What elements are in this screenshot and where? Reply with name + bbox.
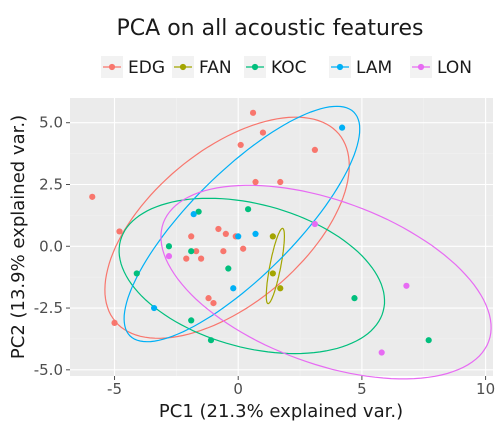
legend-label: FAN — [199, 58, 232, 78]
point-koc — [195, 208, 202, 215]
point-edg — [116, 228, 123, 235]
point-koc — [188, 317, 195, 324]
x-tick-label: 0 — [233, 380, 243, 398]
y-tick-label: -5.0 — [34, 361, 63, 379]
point-koc — [351, 295, 358, 302]
point-lam — [190, 211, 197, 218]
legend-label: EDG — [128, 58, 165, 78]
legend-item-lon: LON — [410, 56, 472, 78]
point-edg — [240, 245, 247, 252]
legend-item-fan: FAN — [172, 56, 232, 78]
point-edg — [220, 248, 227, 255]
point-edg — [249, 109, 257, 116]
point-koc — [207, 337, 215, 344]
legend-key-point — [251, 63, 259, 71]
point-lon — [403, 282, 410, 289]
y-tick-label: 5.0 — [39, 114, 63, 132]
point-lam — [252, 230, 259, 238]
point-edg — [311, 146, 318, 153]
x-tick-label: 10 — [476, 380, 495, 398]
chart-title: PCA on all acoustic features — [117, 16, 424, 41]
point-lam — [151, 304, 158, 312]
point-edg — [188, 233, 195, 240]
point-koc — [188, 248, 195, 255]
legend-label: LON — [437, 58, 472, 78]
legend-key-point — [417, 63, 425, 71]
legend-key-point — [108, 63, 116, 71]
legend-label: KOC — [271, 58, 306, 78]
legend-item-lam: LAM — [329, 56, 392, 78]
point-lam — [339, 124, 346, 131]
point-edg — [259, 129, 267, 136]
point-koc — [425, 337, 432, 344]
point-edg — [198, 255, 205, 262]
point-lon — [311, 220, 318, 228]
point-edg — [183, 255, 190, 262]
point-koc — [225, 265, 232, 272]
point-edg — [215, 225, 222, 233]
x-tick-label: 5 — [357, 380, 367, 398]
x-axis: -5 0 5 10 — [107, 376, 495, 398]
legend: EDG FAN KOC LAM LON — [101, 56, 472, 78]
ellipse-fan — [265, 227, 285, 305]
point-edg — [205, 295, 212, 302]
y-tick-label: 0.0 — [39, 237, 63, 255]
point-edg — [210, 300, 217, 307]
point-lon — [165, 253, 173, 260]
point-edg — [193, 248, 200, 255]
ellipse-lam — [123, 105, 361, 343]
point-edg — [252, 178, 259, 186]
y-axis: -5.0 -2.5 0.0 2.5 5.0 — [34, 114, 70, 379]
ellipse-koc — [118, 197, 386, 355]
point-edg — [222, 230, 229, 238]
point-lam — [235, 233, 242, 240]
data-points — [89, 109, 432, 356]
legend-key-point — [179, 63, 187, 71]
x-axis-title: PC1 (21.3% explained var.) — [159, 401, 403, 422]
point-edg — [237, 141, 244, 149]
point-koc — [245, 206, 252, 213]
point-edg — [89, 193, 96, 200]
y-axis-title: PC2 (13.9% explained var.) — [8, 115, 29, 359]
ellipse-lon — [160, 184, 492, 380]
point-edg — [277, 178, 284, 186]
plot-panel — [70, 98, 493, 376]
point-fan — [277, 285, 284, 292]
point-fan — [269, 233, 276, 240]
legend-item-edg: EDG — [101, 56, 165, 78]
point-lon — [378, 349, 385, 356]
point-koc — [165, 243, 173, 250]
point-lam — [230, 285, 237, 292]
point-edg — [111, 319, 118, 326]
legend-item-koc: KOC — [244, 56, 306, 78]
y-tick-label: 2.5 — [39, 175, 63, 193]
y-tick-label: -2.5 — [34, 299, 63, 317]
x-tick-label: -5 — [107, 380, 122, 398]
legend-key-point — [336, 63, 344, 71]
point-fan — [269, 270, 276, 277]
point-koc — [133, 270, 140, 277]
legend-label: LAM — [356, 58, 392, 78]
